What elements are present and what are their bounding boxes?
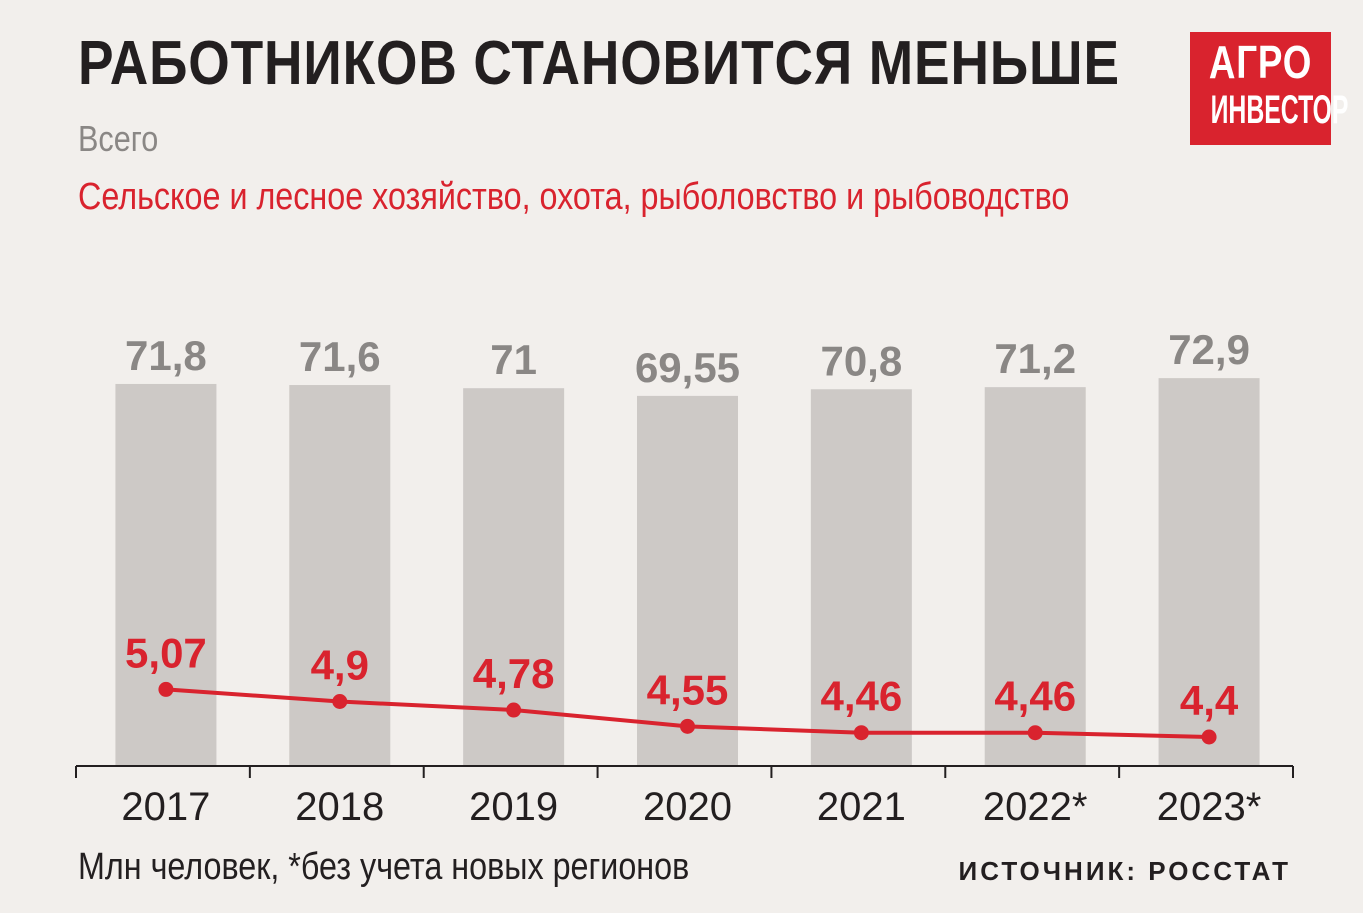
bar-total [810, 389, 912, 766]
line-point [853, 725, 869, 741]
line-value-label: 4,46 [820, 673, 902, 720]
bar-total [1158, 378, 1260, 766]
x-tick-label: 2019 [469, 785, 558, 829]
x-tick-label: 2018 [295, 785, 384, 829]
line-value-label: 4,78 [473, 650, 555, 697]
legend-total: Всего [78, 118, 159, 159]
line-point [1027, 725, 1043, 741]
bar-value-label: 71,6 [299, 333, 381, 380]
bar-value-label: 72,9 [1168, 326, 1250, 373]
line-value-label: 4,9 [311, 642, 369, 689]
bar-total [984, 387, 1086, 766]
bar-value-label: 71 [490, 336, 537, 383]
line-value-label: 4,4 [1180, 677, 1239, 724]
line-value-label: 4,55 [647, 666, 729, 713]
line-value-label: 5,07 [125, 629, 207, 676]
x-tick-label: 2017 [121, 785, 210, 829]
logo-line-1: АГРО [1208, 36, 1313, 88]
bar-value-label: 71,2 [994, 335, 1076, 382]
bar-value-label: 71,8 [125, 332, 207, 379]
line-value-label: 4,46 [994, 673, 1076, 720]
x-tick-label: 2021 [817, 785, 906, 829]
legend-agriculture: Сельское и лесное хозяйство, охота, рыбо… [78, 176, 1070, 218]
x-tick-label: 2020 [643, 785, 732, 829]
x-tick-label: 2022* [983, 785, 1088, 829]
line-point [1201, 729, 1217, 745]
bar-value-label: 70,8 [820, 337, 902, 384]
line-point [680, 718, 695, 734]
line-point [332, 694, 348, 709]
x-tick-label: 2023* [1157, 785, 1262, 829]
footnote: Млн человек, *без учета новых регионов [78, 846, 690, 888]
line-point [506, 702, 522, 718]
bar-total [637, 395, 738, 766]
chart-title: РАБОТНИКОВ СТАНОВИТСЯ МЕНЬШЕ [78, 29, 1120, 98]
bar-value-label: 69,55 [635, 344, 740, 391]
source-label: ИСТОЧНИК: РОССТАТ [958, 856, 1291, 886]
agroinvestor-logo: АГРО ИНВЕСТОР [1190, 32, 1348, 145]
line-point [158, 681, 174, 697]
bar-total [115, 383, 217, 766]
